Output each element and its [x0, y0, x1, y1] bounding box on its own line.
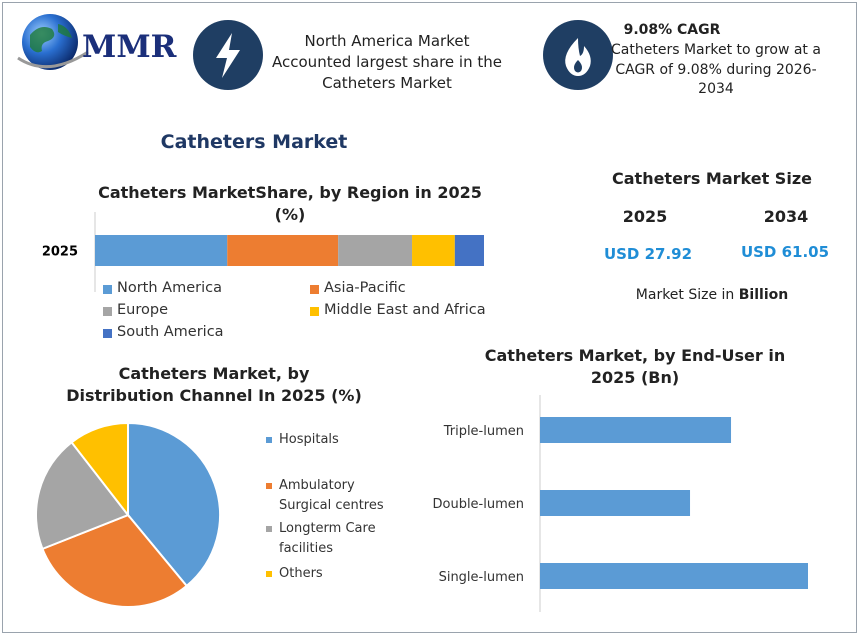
legend-swatch [103, 285, 112, 294]
chart-title: Catheters MarketShare, by Region in 2025… [98, 183, 482, 225]
bar [540, 490, 691, 516]
icon-lightning [216, 33, 240, 78]
size-title: Catheters Market Size [612, 169, 812, 188]
size-note-text: Market Size in [635, 287, 735, 303]
category-label: 2025 [42, 245, 78, 260]
legend-label: North America [117, 280, 222, 296]
legend-swatch [266, 526, 272, 532]
main-title: Catheters Market [160, 131, 348, 153]
chart-title: Catheters Market, by Distribution Channe… [66, 364, 362, 406]
legend-swatch [103, 329, 112, 338]
bar-segment [412, 235, 455, 266]
icon-flame [565, 38, 591, 76]
legend-label: Asia-Pacific [324, 280, 406, 296]
legend-swatch [266, 437, 272, 443]
size-note-unit: Billion [738, 287, 789, 303]
icon-flame-inner [574, 60, 582, 73]
category-label: Triple-lumen [443, 424, 524, 439]
size-value: USD 27.92 [603, 245, 693, 263]
bar [540, 417, 732, 443]
legend-label: South America [117, 324, 224, 340]
legend-label: Longterm Care facilities [279, 521, 376, 557]
bar-segment [338, 235, 413, 266]
bar-segment [454, 235, 484, 266]
pie-slice [127, 421, 221, 588]
category-label: Single-lumen [439, 570, 524, 585]
legend-label: Middle East and Africa [324, 302, 486, 318]
size-year: 2025 [622, 207, 668, 226]
legend-label: Europe [117, 302, 168, 318]
callout-text: North America Market Accounted largest s… [272, 32, 502, 92]
size-note: Market Size in Billion [612, 286, 812, 306]
legend-swatch [310, 307, 319, 316]
bar-segment [227, 235, 339, 266]
size-year: 2034 [763, 207, 809, 226]
legend-label: Hospitals [279, 432, 339, 447]
bar [540, 563, 808, 589]
category-label: Double-lumen [432, 497, 524, 512]
logo-text: MMR [82, 29, 177, 65]
legend-label: Others [279, 566, 323, 581]
chart-title: Catheters Market, by End-User in 2025 (B… [484, 346, 786, 388]
legend-label: Ambulatory Surgical centres [279, 478, 384, 514]
callout-title: 9.08% CAGR [623, 22, 721, 38]
pie-slice [70, 421, 129, 518]
logo-swoosh [17, 50, 89, 69]
legend-swatch [266, 483, 272, 489]
pie-slice [35, 440, 130, 551]
pie-slice [41, 513, 189, 608]
legend-swatch [266, 571, 272, 577]
callout-text: Catheters Market to grow at a CAGR of 9.… [611, 42, 821, 98]
legend-swatch [103, 307, 112, 316]
size-value: USD 61.05 [740, 243, 830, 261]
logo-land [30, 24, 72, 53]
legend-swatch [310, 285, 319, 294]
bar-segment [95, 235, 228, 266]
